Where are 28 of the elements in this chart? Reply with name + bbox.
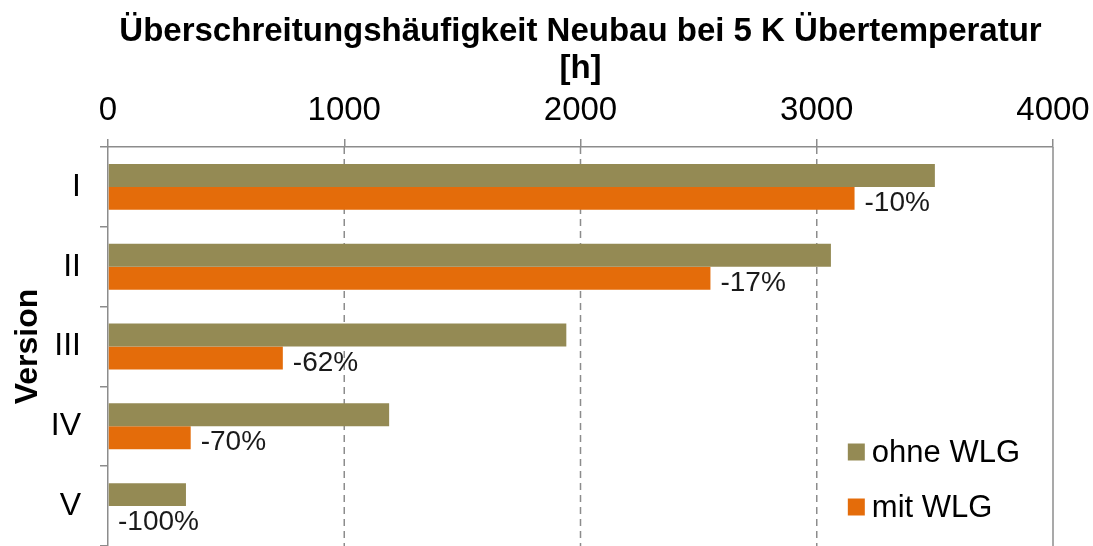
y-tick-label: II (63, 246, 81, 283)
annotation: -17% (720, 265, 786, 297)
bar (108, 186, 855, 210)
x-tick-label: 4000 (1016, 90, 1090, 128)
bar (108, 346, 283, 370)
y-axis-title: Version (8, 288, 45, 405)
x-tick-label: 1000 (307, 90, 381, 128)
bar (108, 426, 191, 450)
bar (108, 483, 186, 507)
annotation: -100% (118, 505, 199, 537)
y-tick-label: I (72, 166, 81, 203)
annotation: -10% (864, 186, 930, 218)
annotation: -70% (200, 425, 267, 457)
y-tick-label: IV (50, 406, 82, 443)
y-tick-label: V (59, 485, 82, 522)
x-tick-label: 0 (98, 90, 118, 128)
annotation: -62% (292, 345, 359, 377)
x-tick-label: 2000 (543, 90, 618, 128)
x-tick-label: 3000 (780, 90, 854, 128)
bar (108, 163, 935, 187)
bar (108, 403, 390, 427)
y-tick-label: III (54, 326, 81, 363)
bar (108, 243, 831, 267)
chart-title: Überschreitungshäufigkeit Neubau bei 5 K Übertemperatur [h] (119, 11, 1042, 85)
bar (108, 266, 711, 290)
bar (108, 323, 567, 347)
legend-label: mit WLG (871, 488, 993, 524)
legend-label: ohne WLG (871, 433, 1021, 469)
